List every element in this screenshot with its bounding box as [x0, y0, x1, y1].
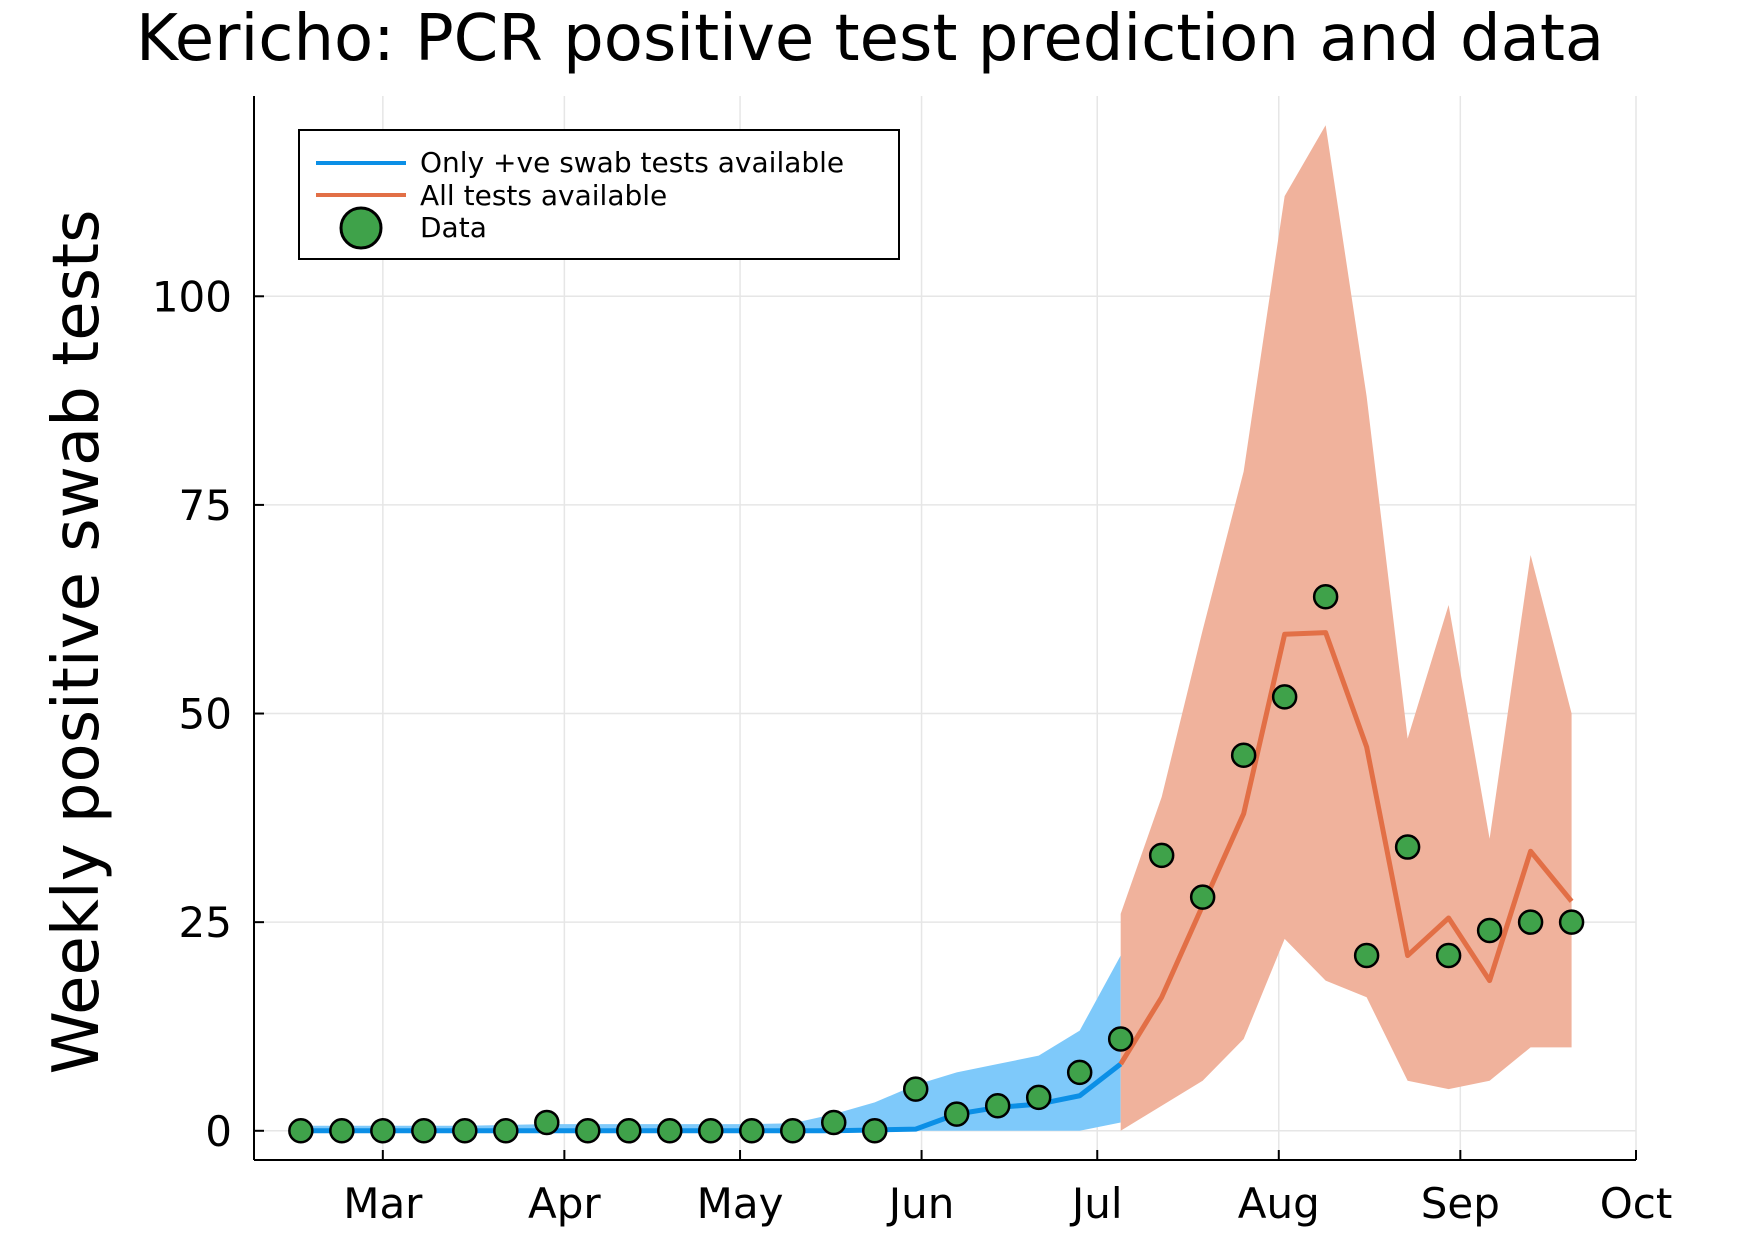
- data-point: [1066, 1059, 1093, 1086]
- data-point: [1312, 583, 1339, 610]
- data-point: [1271, 684, 1298, 710]
- data-point: [1435, 942, 1462, 969]
- y-tick-label-1: 25: [179, 898, 232, 947]
- data-point: [370, 1118, 396, 1144]
- tick-labels: 0 25 50 75 100 Mar Apr May Jun Jul Aug Sep Oct: [152, 272, 1672, 1228]
- x-tick-label-4: Jul: [1069, 1179, 1123, 1228]
- x-tick-label-7: Oct: [1600, 1179, 1673, 1228]
- y-tick-label-4: 100: [152, 272, 232, 321]
- data-point: [1394, 834, 1421, 860]
- data-point: [1189, 884, 1216, 910]
- data-point: [1107, 1026, 1134, 1052]
- data-points: [288, 583, 1585, 1144]
- x-tick-label-1: Apr: [528, 1179, 601, 1228]
- legend-label-0: Only +ve swab tests available: [420, 146, 844, 179]
- data-point: [861, 1118, 888, 1144]
- data-point: [739, 1118, 765, 1144]
- data-point: [493, 1118, 519, 1144]
- data-point: [1517, 909, 1544, 935]
- confidence-bands: [300, 125, 1572, 1131]
- axes: [253, 96, 1637, 1161]
- data-point: [984, 1093, 1011, 1119]
- data-point: [329, 1118, 355, 1144]
- data-point: [820, 1109, 847, 1136]
- data-point: [616, 1118, 642, 1144]
- data-point: [1025, 1084, 1052, 1111]
- x-tick-label-6: Sep: [1421, 1179, 1500, 1228]
- y-tick-label-3: 75: [179, 481, 232, 530]
- data-point: [943, 1101, 970, 1127]
- data-point: [411, 1118, 437, 1144]
- data-point: [698, 1118, 724, 1144]
- data-point: [902, 1076, 929, 1102]
- legend: Only +ve swab tests available All tests …: [298, 129, 900, 260]
- chart-title: Kericho: PCR positive test prediction an…: [136, 2, 1604, 76]
- data-point: [1230, 742, 1257, 769]
- data-point: [1476, 917, 1503, 944]
- data-point: [1558, 909, 1585, 935]
- x-tick-label-5: Aug: [1238, 1179, 1320, 1228]
- series-line-1: [1118, 630, 1574, 1066]
- data-point: [288, 1118, 314, 1144]
- x-tick-label-0: Mar: [343, 1179, 423, 1228]
- legend-label-2: Data: [420, 211, 487, 244]
- y-tick-label-0: 0: [205, 1107, 232, 1156]
- legend-swatch-data-marker: [339, 206, 383, 250]
- x-tick-label-3: Jun: [886, 1179, 955, 1228]
- data-point: [1353, 942, 1380, 969]
- y-axis-label: Weekly positive swab tests: [40, 210, 114, 1075]
- legend-label-1: All tests available: [420, 179, 667, 212]
- data-point: [1148, 842, 1175, 869]
- x-tick-label-2: May: [697, 1179, 784, 1228]
- y-tick-label-2: 50: [179, 690, 232, 739]
- data-point: [452, 1118, 478, 1144]
- confidence-band-1: [1120, 125, 1572, 1131]
- data-point: [657, 1118, 683, 1144]
- data-point: [779, 1118, 806, 1144]
- data-point: [534, 1109, 560, 1136]
- data-point: [575, 1118, 601, 1144]
